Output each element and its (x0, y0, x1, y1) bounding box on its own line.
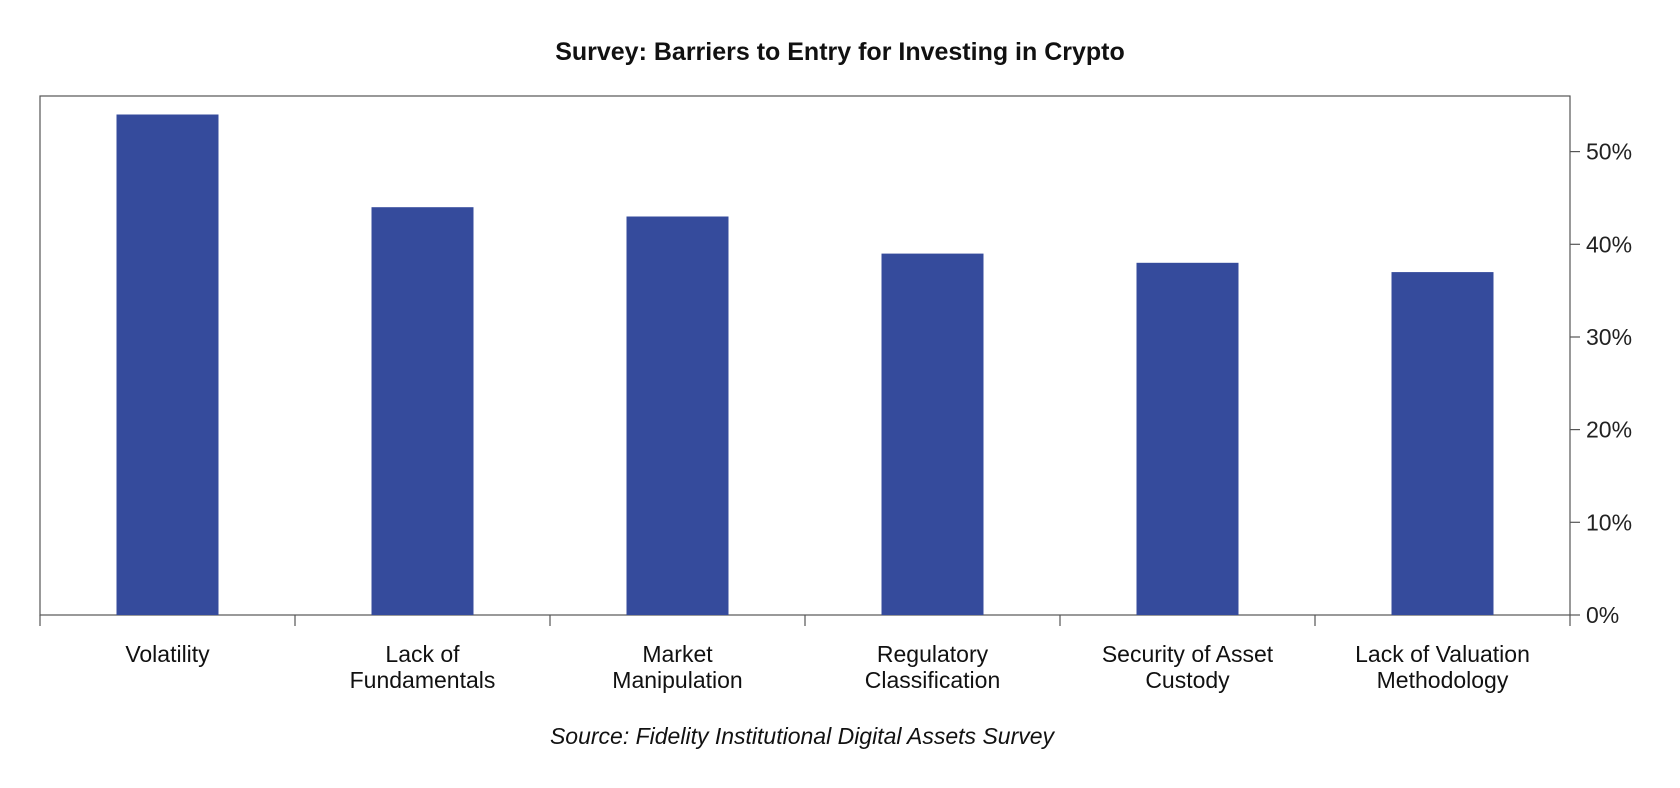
y-axis-ticks: 0% 10% 20% 30% 40% 50% (1570, 139, 1632, 628)
category-label-line: Fundamentals (350, 667, 496, 693)
category-label-1: Lack of Fundamentals (350, 641, 496, 693)
y-tick-label-1: 10% (1586, 509, 1632, 535)
plot-frame (39, 95, 1571, 616)
category-label-4: Security of Asset Custody (1102, 641, 1274, 693)
category-label-2: Market Manipulation (612, 641, 742, 693)
y-tick-label-4: 40% (1586, 231, 1632, 257)
bar-2 (626, 216, 729, 615)
category-label-line: Lack of (385, 641, 460, 667)
category-label-line: Manipulation (612, 667, 742, 693)
category-label-line: Classification (865, 667, 1001, 693)
y-tick-label-5: 50% (1586, 139, 1632, 165)
category-label-line: Custody (1145, 667, 1230, 693)
category-label-0: Volatility (125, 641, 210, 667)
bar-0 (116, 114, 219, 615)
x-axis-ticks (39, 615, 1571, 626)
category-label-line: Volatility (125, 641, 210, 667)
category-label-line: Methodology (1377, 667, 1509, 693)
source-note: Source: Fidelity Institutional Digital A… (550, 723, 1056, 749)
category-label-line: Market (642, 641, 713, 667)
category-labels: Volatility Lack of Fundamentals Market Manip… (125, 641, 1530, 693)
bars-layer (116, 114, 1494, 615)
y-tick-label-0: 0% (1586, 602, 1619, 628)
category-label-3: Regulatory Classification (865, 641, 1001, 693)
bar-1 (371, 207, 474, 615)
y-tick-label-3: 30% (1586, 324, 1632, 350)
category-label-line: Regulatory (877, 641, 989, 667)
y-tick-label-2: 20% (1586, 417, 1632, 443)
category-label-5: Lack of Valuation Methodology (1355, 641, 1530, 693)
category-label-line: Security of Asset (1102, 641, 1274, 667)
category-label-line: Lack of Valuation (1355, 641, 1530, 667)
chart-title: Survey: Barriers to Entry for Investing … (555, 38, 1125, 66)
bar-4 (1136, 262, 1239, 615)
bar-5 (1391, 272, 1494, 615)
bar-3 (881, 253, 984, 615)
